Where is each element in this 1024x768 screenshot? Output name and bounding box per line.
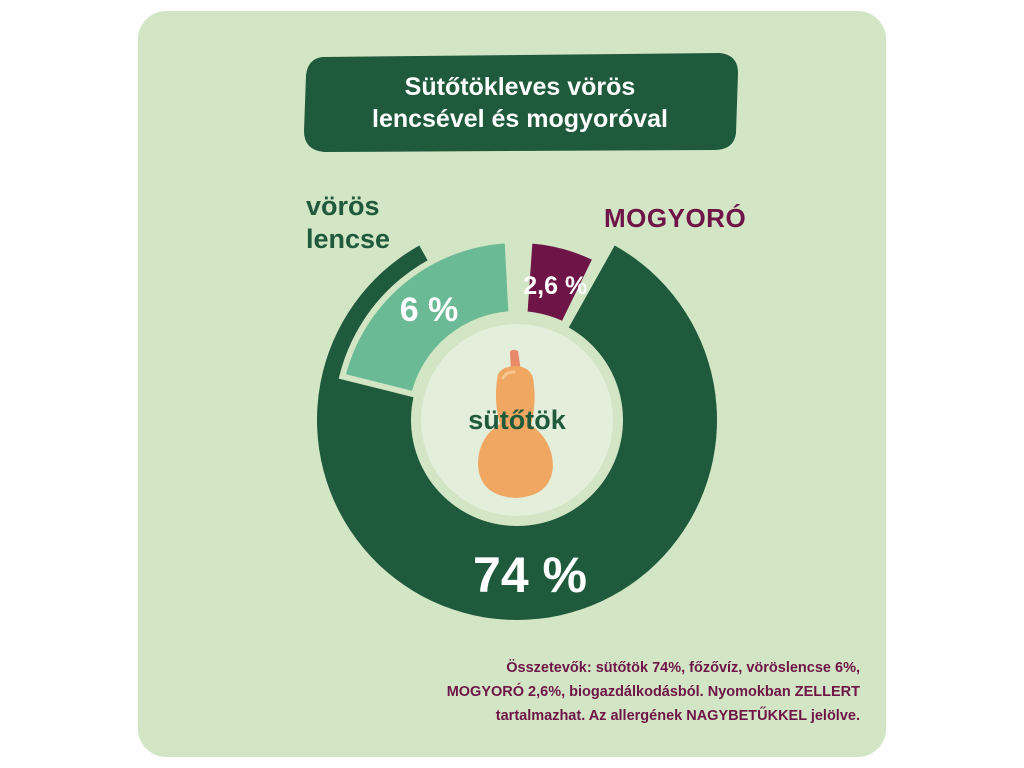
title-banner	[304, 53, 738, 152]
nut-label: MOGYORÓ	[604, 203, 747, 233]
slice-voros-lencse	[338, 237, 515, 398]
ingredients-footnote: Összetevők: sütőtök 74%, főzővíz, vörösl…	[410, 656, 860, 728]
lentil-label: vörös lencse	[306, 190, 396, 256]
footnote-line-2: MOGYORÓ 2,6%, biogazdálkodásból. Nyomokb…	[446, 684, 860, 700]
lentil-label-line-1: vörös	[306, 191, 380, 221]
slice-mogyoro	[521, 237, 600, 329]
footnote-line-1: Összetevők: sütőtök 74%, főzővíz, vörösl…	[506, 660, 860, 676]
center-label: sütőtök	[468, 405, 566, 435]
butternut-squash-icon	[478, 349, 553, 498]
page-title: Sütőtökleves vörös lencsével és mogyoróv…	[300, 53, 740, 152]
footnote-line-3: tartalmazhat. Az allergének NAGYBETŰKKEL…	[495, 708, 860, 724]
value-label-sutotok: 74 %	[473, 547, 587, 603]
value-label-mogyoro: 2,6 %	[523, 272, 587, 300]
title-line-1: Sütőtökleves vörös	[404, 72, 636, 101]
lentil-label-line-2: lencse	[306, 224, 391, 254]
title-line-2: lencsével és mogyoróval	[372, 104, 668, 133]
value-label-voros-lencse: 6 %	[400, 291, 459, 329]
